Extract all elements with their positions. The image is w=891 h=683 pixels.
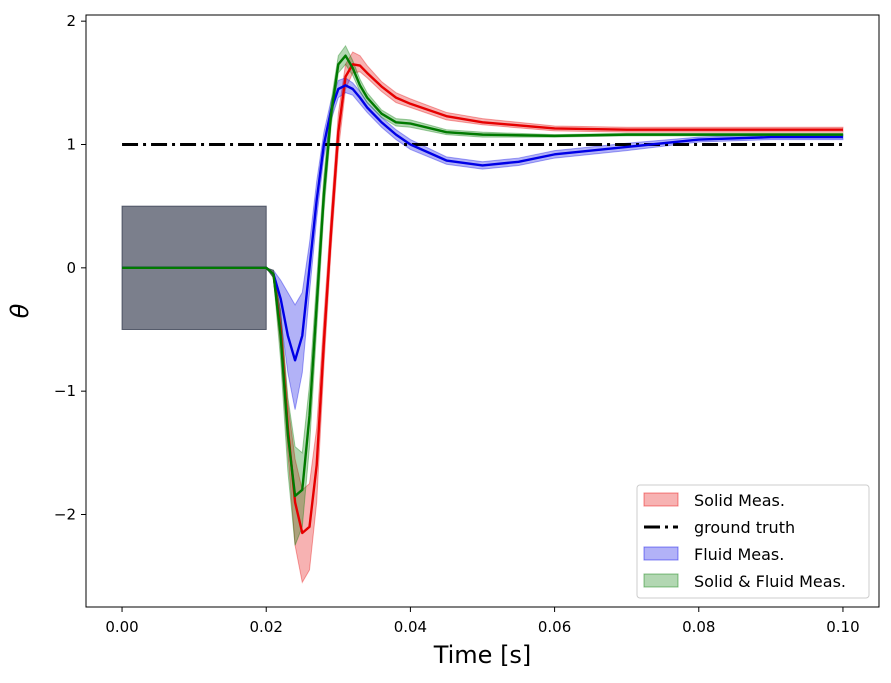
line-solid-fluid-meas [122,54,843,498]
x-axis-label: Time [s] [433,641,532,669]
plot-clipped-group [121,44,844,584]
y-tick-label: −2 [54,506,76,524]
y-tick-label: 2 [66,12,76,30]
axes-frame [85,14,880,608]
x-tick-label: 0.02 [250,618,283,636]
legend-box [636,484,870,599]
y-tick-label: 1 [66,136,76,154]
axis-ticks: 0.00 0.02 0.04 0.06 0.08 0.10 −2 −1 0 1 2 [54,12,860,636]
band-solid-meas [122,51,844,584]
legend-swatch-solid-fluid-meas [643,573,679,588]
y-tick-label: −1 [54,382,76,400]
x-tick-label: 0.00 [105,618,138,636]
legend-label-solid-fluid-meas: Solid & Fluid Meas. [694,572,846,591]
x-tick-label: 0.06 [538,618,571,636]
x-tick-label: 0.04 [394,618,427,636]
line-fluid-meas [122,84,843,362]
legend-label-fluid-meas: Fluid Meas. [694,545,784,564]
plot-area [121,44,844,584]
legend-label-solid-meas: Solid Meas. [694,491,785,510]
y-tick-label: 0 [66,259,76,277]
y-axis-label: θ [6,303,34,318]
x-tick-label: 0.08 [682,618,715,636]
legend-swatch-solid-meas [643,492,679,507]
legend-swatch-fluid-meas [643,546,679,561]
band-solid-fluid-meas [122,44,844,546]
legend-label-ground-truth: ground truth [694,518,795,537]
x-tick-label: 0.10 [826,618,859,636]
legend: Solid Meas. ground truth Fluid Meas. Solid … [636,484,870,599]
